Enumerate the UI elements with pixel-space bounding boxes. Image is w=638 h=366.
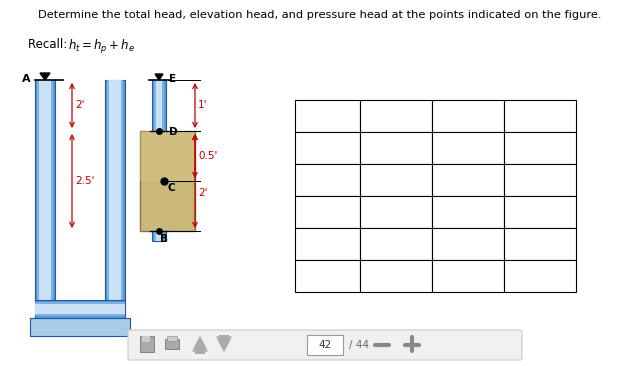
Text: / 44: / 44 xyxy=(349,340,369,350)
FancyBboxPatch shape xyxy=(128,330,522,360)
Bar xyxy=(295,164,360,196)
Text: $h_e$: $h_e$ xyxy=(461,108,475,124)
Bar xyxy=(35,304,125,314)
Bar xyxy=(105,80,125,300)
Bar xyxy=(360,132,432,164)
Text: 2.5': 2.5' xyxy=(75,176,94,186)
Bar xyxy=(167,336,177,341)
Bar xyxy=(140,131,195,231)
Polygon shape xyxy=(155,74,163,80)
Bar xyxy=(39,80,51,300)
Bar xyxy=(432,228,504,260)
Bar xyxy=(195,349,205,354)
Bar xyxy=(504,260,576,292)
Text: D: D xyxy=(322,237,333,251)
Bar xyxy=(432,164,504,196)
Bar xyxy=(504,164,576,196)
Bar xyxy=(504,228,576,260)
Text: 42: 42 xyxy=(318,340,332,350)
Bar xyxy=(504,132,576,164)
Text: 2': 2' xyxy=(75,101,84,111)
Text: C: C xyxy=(168,183,175,193)
Bar xyxy=(107,80,123,300)
Bar xyxy=(295,100,360,132)
Bar xyxy=(109,80,121,300)
Bar xyxy=(35,300,125,318)
Text: 2': 2' xyxy=(198,188,207,198)
Bar xyxy=(307,335,343,355)
Bar xyxy=(165,339,179,349)
Bar xyxy=(295,196,360,228)
Bar xyxy=(360,164,432,196)
Bar xyxy=(142,336,150,342)
Bar xyxy=(360,196,432,228)
Text: E: E xyxy=(323,269,332,283)
Polygon shape xyxy=(217,337,231,351)
Bar xyxy=(360,100,432,132)
Text: B: B xyxy=(322,173,333,187)
Bar xyxy=(140,131,195,181)
Bar xyxy=(140,336,154,352)
Text: C: C xyxy=(322,205,332,219)
Bar xyxy=(432,100,504,132)
Bar xyxy=(30,318,130,336)
Text: $h_t$: $h_t$ xyxy=(533,108,547,124)
Bar xyxy=(432,132,504,164)
Text: 0.5': 0.5' xyxy=(198,151,218,161)
Text: Point: Point xyxy=(309,109,346,123)
Bar xyxy=(360,260,432,292)
Text: A: A xyxy=(22,74,31,84)
Text: Determine the total head, elevation head, and pressure head at the points indica: Determine the total head, elevation head… xyxy=(38,10,602,20)
Bar xyxy=(156,80,162,131)
Bar xyxy=(156,231,162,241)
Bar xyxy=(295,228,360,260)
Bar xyxy=(154,80,164,131)
Text: A: A xyxy=(322,141,333,155)
Text: $h_t = h_p + h_e$: $h_t = h_p + h_e$ xyxy=(68,38,135,56)
Bar xyxy=(154,231,164,241)
Bar xyxy=(432,196,504,228)
Bar xyxy=(360,228,432,260)
Bar xyxy=(152,231,166,241)
Text: 1': 1' xyxy=(198,101,207,111)
Bar xyxy=(504,100,576,132)
Text: B: B xyxy=(160,234,168,244)
Bar xyxy=(504,196,576,228)
Bar xyxy=(432,260,504,292)
Text: Recall:: Recall: xyxy=(28,38,71,51)
Bar xyxy=(35,80,55,300)
Bar xyxy=(219,335,229,340)
Text: $h_p$: $h_p$ xyxy=(389,107,404,125)
Text: E: E xyxy=(169,74,176,84)
Bar xyxy=(295,260,360,292)
Polygon shape xyxy=(193,337,207,351)
Bar xyxy=(295,132,360,164)
Text: D: D xyxy=(169,127,177,137)
Polygon shape xyxy=(40,73,50,80)
Bar xyxy=(37,80,53,300)
Bar xyxy=(35,302,125,316)
Bar xyxy=(152,80,166,131)
